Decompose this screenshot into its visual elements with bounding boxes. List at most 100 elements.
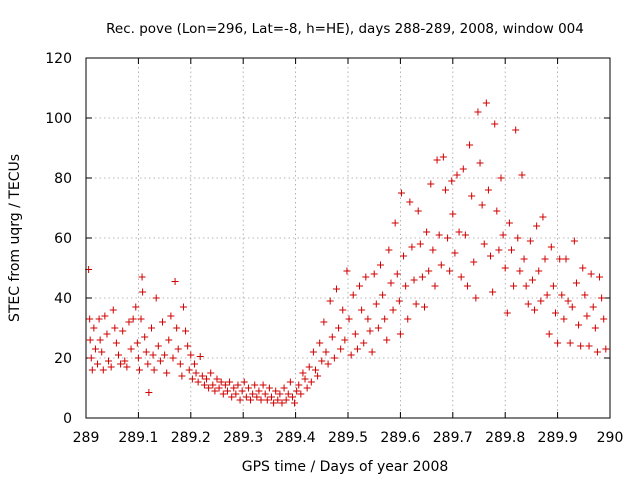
data-point: [421, 303, 429, 311]
data-point: [459, 165, 467, 173]
data-point: [192, 369, 200, 377]
data-point: [200, 381, 208, 389]
data-point: [381, 315, 389, 323]
data-point: [226, 378, 234, 386]
data-point: [577, 342, 585, 350]
data-point: [127, 345, 135, 353]
data-point: [520, 255, 528, 263]
data-point: [463, 282, 471, 290]
data-point: [505, 219, 513, 227]
data-point: [295, 381, 303, 389]
data-point: [276, 390, 284, 398]
data-point: [91, 345, 99, 353]
data-point: [328, 333, 336, 341]
y-axis-label: STEC from uqrg / TECUs: [7, 154, 23, 322]
data-point: [410, 276, 418, 284]
data-point: [376, 261, 384, 269]
data-point: [575, 321, 583, 329]
data-point: [86, 315, 94, 323]
data-point: [314, 372, 322, 380]
data-point: [253, 393, 261, 401]
data-point: [117, 360, 125, 368]
data-point: [339, 306, 347, 314]
data-point: [537, 297, 545, 305]
data-point: [194, 378, 202, 386]
data-point: [107, 363, 115, 371]
data-point: [95, 315, 103, 323]
data-point: [326, 297, 334, 305]
data-point: [535, 267, 543, 275]
y-tick-label: 80: [54, 171, 72, 187]
data-point: [282, 396, 290, 404]
data-point: [414, 207, 422, 215]
data-point: [518, 171, 526, 179]
data-point: [99, 366, 107, 374]
data-point: [385, 246, 393, 254]
data-point: [223, 387, 231, 395]
data-point: [387, 279, 395, 287]
data-point: [366, 327, 374, 335]
data-point: [185, 366, 193, 374]
data-point: [495, 246, 503, 254]
data-point: [316, 339, 324, 347]
data-point: [152, 294, 160, 302]
data-point: [453, 171, 461, 179]
data-point: [572, 279, 580, 287]
data-point: [270, 399, 278, 407]
data-point: [461, 231, 469, 239]
data-point: [347, 351, 355, 359]
data-point: [512, 126, 520, 134]
data-point: [418, 273, 426, 281]
data-points: [85, 99, 610, 407]
x-tick-label: 289.4: [276, 430, 316, 446]
data-point: [476, 159, 484, 167]
data-point: [209, 381, 217, 389]
data-point: [362, 273, 370, 281]
data-point: [221, 381, 229, 389]
data-point: [297, 390, 305, 398]
data-point: [171, 278, 179, 285]
data-point: [547, 243, 555, 251]
data-point: [356, 282, 364, 290]
x-tick-label: 289.7: [433, 430, 473, 446]
data-point: [503, 309, 511, 317]
data-point: [98, 348, 106, 356]
data-point: [305, 363, 313, 371]
data-point: [150, 366, 158, 374]
data-point: [554, 339, 562, 347]
data-point: [255, 387, 263, 395]
data-point: [416, 240, 424, 248]
data-point: [236, 396, 244, 404]
x-tick-label: 289.6: [380, 430, 420, 446]
data-point: [451, 249, 459, 257]
data-point: [259, 381, 267, 389]
data-point: [507, 246, 515, 254]
data-point: [431, 282, 439, 290]
data-point: [570, 237, 578, 245]
plot-frame: [85, 57, 611, 419]
data-point: [444, 234, 452, 242]
data-point: [600, 315, 608, 323]
data-point: [446, 267, 454, 275]
data-point: [587, 270, 595, 278]
data-point: [524, 300, 532, 308]
data-point: [182, 327, 190, 335]
data-point: [501, 264, 509, 272]
data-point: [232, 390, 240, 398]
y-tick-label: 20: [54, 351, 72, 367]
data-point: [482, 99, 490, 107]
data-point: [159, 318, 167, 326]
data-point: [109, 306, 117, 314]
data-point: [335, 324, 343, 332]
data-point: [358, 306, 366, 314]
data-point: [364, 315, 372, 323]
data-point: [455, 228, 463, 236]
data-point: [105, 357, 113, 365]
data-point: [267, 393, 275, 401]
data-point: [549, 282, 557, 290]
x-axis-label: GPS time / Days of year 2008: [242, 459, 449, 475]
grid: [86, 58, 610, 418]
data-point: [466, 141, 474, 149]
data-point: [360, 339, 368, 347]
data-point: [288, 393, 296, 401]
